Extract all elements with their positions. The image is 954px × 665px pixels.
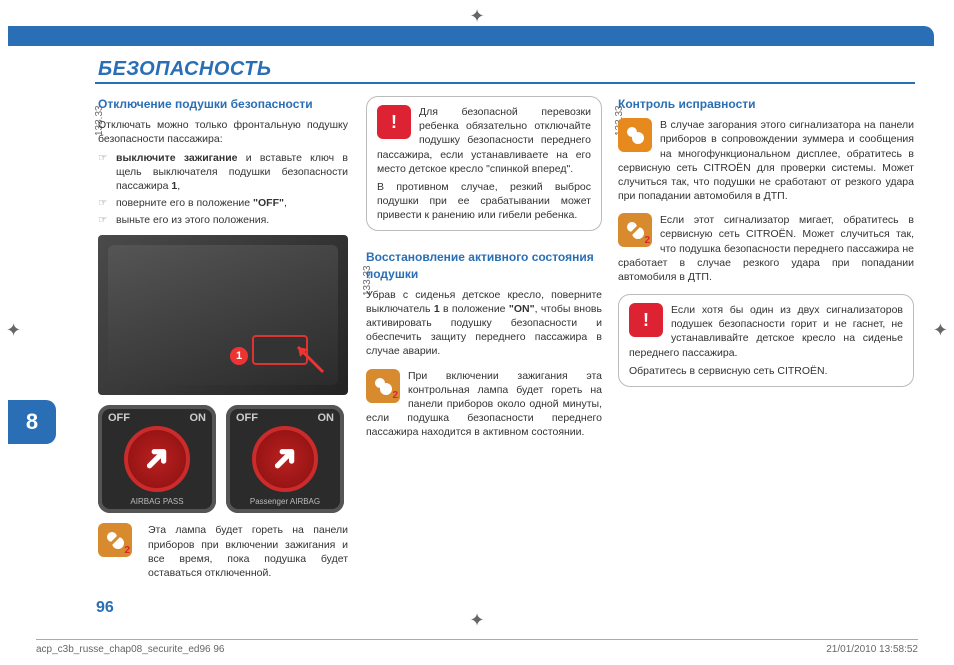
off-arrow-icon-1: ➜ [131,433,184,486]
figure-arrow [288,337,328,377]
col3-p3a: Если хотя бы один из двух сигнализаторов… [629,304,903,359]
chapter-tab: 8 [8,400,56,444]
airbag-fault-icon [618,118,652,152]
on-label-2: ON [318,411,335,426]
airbag-off-button-2: OFF ON ➜ Passenger AIRBAG [226,405,344,513]
footer-left: acp_c3b_russe_chap08_securite_ed96 96 [36,644,224,655]
col2-p2: Убрав с сиденья детское кресло, повернит… [366,288,602,359]
icon-subscript-2a: 2 [124,544,130,558]
col1-heading: Отключение подушки безопасности [98,96,348,112]
col2-p2-on: "ON" [509,303,535,315]
col1-li1-end: , [177,180,180,192]
column-3: Контроль исправности В случае загорания … [618,96,914,387]
crop-mark-bottom: ✦ [469,610,484,631]
off-sub-2: Passenger AIRBAG [226,497,344,508]
off-label-2: OFF [236,411,258,426]
column-2: ! Для безопасной перевозки ребенка обяза… [366,96,602,439]
page-number: 96 [96,599,114,617]
col3-p1: В случае загорания этого сигнализатора н… [618,119,914,202]
crop-mark-top: ✦ [469,6,484,27]
col1-li2: поверните его в положение "OFF", [98,196,348,210]
warning-icon-2: ! [629,303,663,337]
dashboard-photo: 1 [98,235,348,395]
col3-p3b: Обратитесь в сервисную сеть CITROËN. [629,365,828,377]
col2-heading: Восстановление активного состояния подуш… [366,249,602,281]
icon-subscript-2b: 2 [392,389,398,403]
col1-li3: выньте его из этого положения. [98,213,348,227]
airbag-on-lamp-icon: 2 [366,369,400,403]
airbag-off-buttons-row: OFF ON ➜ AIRBAG PASS OFF ON ➜ Passenger … [98,405,348,513]
col2-p2b: в положение [440,303,509,315]
fault-check-2: 2 Если этот сигнализатор мигает, обратит… [618,213,914,284]
page-title: БЕЗОПАСНОСТЬ [98,58,271,81]
icon-subscript-2c: 2 [644,234,650,248]
column-1: Отключение подушки безопасности Отключат… [98,96,348,580]
airbag-off-lamp-icon: 2 [98,523,132,557]
on-label-1: ON [190,411,207,426]
off-label-1: OFF [108,411,130,426]
airbag-dual-fault-warning: ! Если хотя бы один из двух сигнализатор… [618,294,914,387]
col1-li1-bold: выключите зажигание [116,152,238,164]
col1-li2-a: поверните его в положение [116,197,253,209]
crop-mark-left: ✦ [6,320,21,341]
child-safety-warning: ! Для безопасной перевозки ребенка обяза… [366,96,602,231]
crop-mark-right: ✦ [933,320,948,341]
col1-li1: выключите зажигание и вставьте ключ в ще… [98,151,348,194]
lamp-note-2: 2 При включении зажигания эта контрольна… [366,369,602,440]
lamp-note-1: 2 Эта лампа будет гореть на панели прибо… [98,523,348,580]
col3-p2: Если этот сигнализатор мигает, обратитес… [618,214,914,283]
header-bar [8,26,934,46]
off-sub-1: AIRBAG PASS [98,497,216,508]
airbag-off-button-1: OFF ON ➜ AIRBAG PASS [98,405,216,513]
col1-li2-off: "OFF" [253,197,284,209]
col1-list: выключите зажигание и вставьте ключ в ще… [98,151,348,228]
col1-intro: Отключать можно только фронтальную подуш… [98,118,348,146]
col1-li2-c: , [284,197,287,209]
warning-icon: ! [377,105,411,139]
warn1-b: В противном случае, резкий выброс подушк… [377,181,591,221]
col3-heading: Контроль исправности [618,96,914,112]
lamp-note-1-text: Эта лампа будет гореть на панели приборо… [148,523,348,580]
footer-right: 21/01/2010 13:58:52 [826,644,918,655]
lamp-note-2-text: При включении зажигания эта контрольная … [366,370,602,439]
fault-check-1: В случае загорания этого сигнализатора н… [618,118,914,203]
off-ring-2: ➜ [252,426,318,492]
off-arrow-icon-2: ➜ [259,433,312,486]
title-underline [95,82,915,84]
airbag-blink-icon: 2 [618,213,652,247]
footer: acp_c3b_russe_chap08_securite_ed96 96 21… [36,639,918,655]
off-ring-1: ➜ [124,426,190,492]
